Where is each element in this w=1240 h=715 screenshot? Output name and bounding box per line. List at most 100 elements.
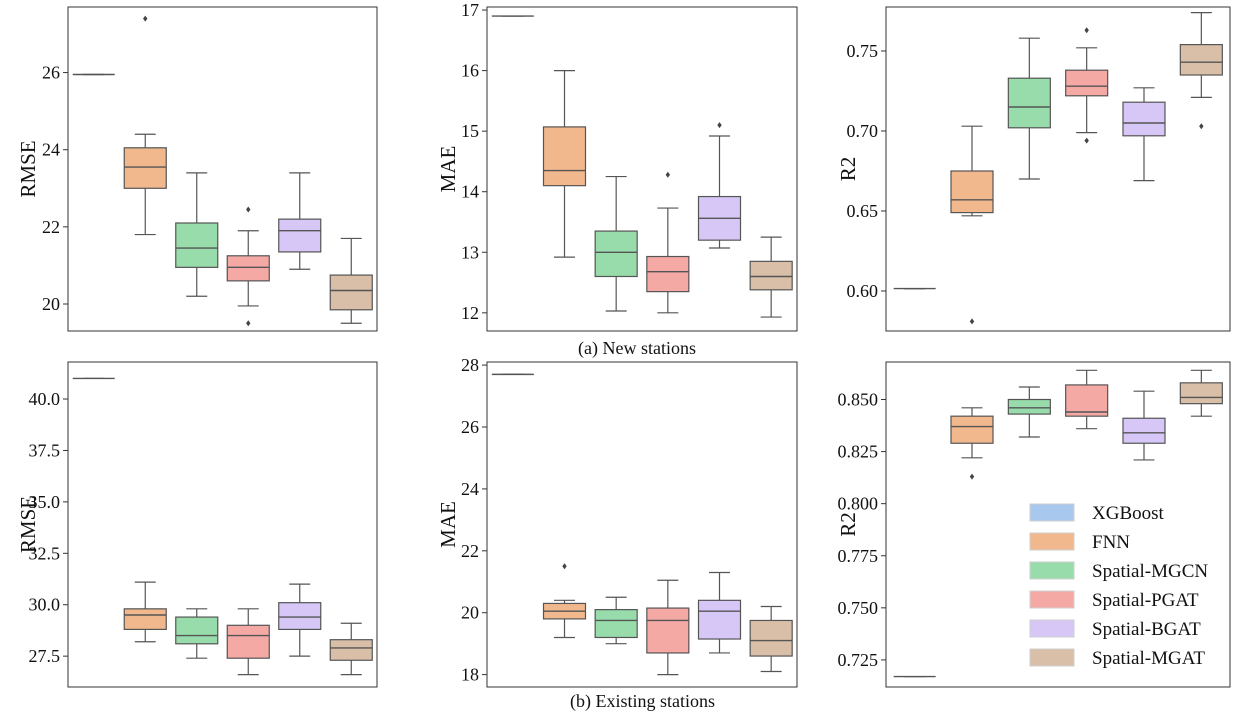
caption-existing-stations: (b) Existing stations <box>570 691 715 711</box>
box-spatial-mgcn <box>175 608 219 659</box>
panel-b-mae: 18 20 22 24 26 28 MAE <box>436 355 798 688</box>
panel-b-r2: 0.725 0.750 0.775 0.800 0.825 0.850 R2 <box>836 361 1231 688</box>
box-fnn <box>123 581 167 643</box>
iqr-box <box>278 218 322 253</box>
box-spatial-bgat <box>697 122 742 249</box>
plot-frame <box>885 6 1231 332</box>
iqr-box <box>329 639 373 661</box>
iqr-box <box>1122 417 1166 444</box>
y-tick-label: 17 <box>461 0 479 20</box>
plot-frame <box>486 361 798 688</box>
y-axis-label: R2 <box>836 512 860 537</box>
legend-item: Spatial-PGAT <box>1029 590 1199 611</box>
box-spatial-mgat <box>749 236 793 318</box>
box-spatial-mgcn <box>594 175 638 312</box>
iqr-box <box>278 602 322 631</box>
iqr-box <box>123 147 167 189</box>
y-tick-label: 0.65 <box>847 201 879 221</box>
iqr-box <box>226 624 270 659</box>
outlier-point <box>1084 137 1089 144</box>
legend-label: XGBoost <box>1092 503 1165 524</box>
box-spatial-bgat <box>278 172 322 270</box>
box-spatial-mgat <box>749 605 793 673</box>
panel-b-rmse: 27.5 30.0 32.5 35.0 37.5 40.0 RMSE <box>16 361 378 688</box>
y-tick-label: 0.825 <box>838 442 879 462</box>
y-axis-label: MAE <box>436 501 460 548</box>
box-spatial-pgat <box>1065 369 1109 430</box>
box-spatial-mgcn <box>175 172 219 297</box>
iqr-box <box>594 230 638 278</box>
iqr-box <box>646 607 690 654</box>
legend: XGBoost FNN Spatial-MGCN Spatial-PGAT Spatia… <box>1029 503 1208 669</box>
legend-item: Spatial-MGAT <box>1029 648 1205 669</box>
y-tick-label: 14 <box>461 182 479 202</box>
iqr-box <box>1065 384 1109 417</box>
y-tick-label: 0.800 <box>838 494 879 514</box>
caption-new-stations: (a) New stations <box>578 338 696 358</box>
outlier-point <box>246 320 251 327</box>
iqr-box <box>749 260 793 291</box>
legend-label: Spatial-MGCN <box>1092 561 1208 582</box>
iqr-box <box>175 616 219 645</box>
y-axis-label: R2 <box>836 157 860 182</box>
y-tick-label: 26 <box>42 63 60 83</box>
y-tick-label: 20 <box>461 603 479 623</box>
box-fnn <box>542 69 587 258</box>
panel-a-r2: 0.60 0.65 0.70 0.75 R2 <box>836 6 1231 332</box>
y-tick-label: 0.75 <box>847 41 879 61</box>
y-tick-label: 0.850 <box>838 390 879 410</box>
y-tick-label: 18 <box>461 665 479 685</box>
panel-a-mae: 12 13 14 15 16 17 MAE <box>436 0 798 332</box>
outlier-point <box>969 318 975 325</box>
box-spatial-mgat <box>1179 369 1223 417</box>
outlier-point <box>246 206 251 213</box>
box-fnn <box>950 125 994 325</box>
outlier-point <box>562 563 567 570</box>
y-tick-label: 32.5 <box>29 543 61 563</box>
iqr-box <box>594 609 638 639</box>
box-spatial-mgcn <box>1007 386 1051 438</box>
iqr-box <box>950 170 994 214</box>
legend-swatch <box>1029 590 1075 609</box>
plot-frame <box>67 6 378 332</box>
iqr-box <box>1007 398 1051 415</box>
outlier-point <box>969 473 975 480</box>
legend-swatch <box>1029 561 1075 580</box>
y-tick-label: 12 <box>461 303 479 323</box>
box-spatial-mgcn <box>594 596 638 645</box>
y-tick-label: 24 <box>42 140 60 160</box>
y-tick-label: 28 <box>461 355 479 375</box>
iqr-box <box>950 415 994 444</box>
y-tick-label: 24 <box>461 479 479 499</box>
outlier-point <box>143 15 148 22</box>
iqr-box <box>1065 69 1109 97</box>
outlier-point <box>1084 27 1089 34</box>
iqr-box <box>1179 43 1223 76</box>
plot-frame <box>885 361 1231 688</box>
iqr-box <box>123 608 167 631</box>
iqr-box <box>175 222 219 268</box>
y-tick-label: 22 <box>42 217 60 237</box>
box-spatial-mgat <box>329 237 373 324</box>
box-spatial-mgat <box>329 622 373 676</box>
iqr-box <box>1122 101 1166 137</box>
box-spatial-mgat <box>1179 11 1223 130</box>
y-tick-label: 0.775 <box>838 546 879 566</box>
legend-item: Spatial-BGAT <box>1029 619 1201 640</box>
outlier-point <box>717 122 722 129</box>
box-spatial-pgat <box>226 206 270 327</box>
plot-frame <box>486 6 798 332</box>
y-tick-label: 0.70 <box>847 121 879 141</box>
box-spatial-bgat <box>697 571 742 654</box>
box-spatial-pgat <box>646 171 690 314</box>
iqr-box <box>542 126 587 187</box>
plot-frame <box>67 361 378 688</box>
outlier-point <box>665 171 671 178</box>
y-tick-label: 0.725 <box>838 650 879 670</box>
box-spatial-pgat <box>646 579 690 676</box>
legend-swatch <box>1029 619 1075 638</box>
y-tick-label: 0.750 <box>838 598 879 618</box>
legend-swatch <box>1029 503 1075 522</box>
y-tick-label: 22 <box>461 541 479 561</box>
